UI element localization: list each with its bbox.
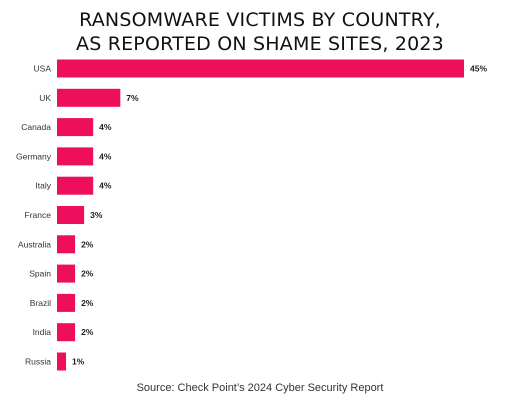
value-label-spain: 2% bbox=[81, 269, 94, 279]
category-label-spain: Spain bbox=[29, 269, 51, 279]
bar-usa bbox=[57, 59, 464, 78]
value-label-russia: 1% bbox=[72, 357, 85, 367]
chart-source: Source: Check Point’s 2024 Cyber Securit… bbox=[136, 382, 384, 394]
chart-title-line-2: AS REPORTED ON SHAME SITES, 2023 bbox=[76, 33, 444, 55]
category-label-india: India bbox=[33, 327, 52, 337]
bar-uk bbox=[57, 88, 121, 107]
value-label-france: 3% bbox=[90, 210, 103, 220]
bar-spain bbox=[57, 264, 76, 283]
category-label-canada: Canada bbox=[21, 122, 51, 132]
category-label-germany: Germany bbox=[16, 151, 52, 161]
value-label-usa: 45% bbox=[470, 64, 487, 74]
category-label-france: France bbox=[25, 210, 52, 220]
bar-russia bbox=[57, 352, 67, 371]
category-label-usa: USA bbox=[34, 64, 52, 74]
chart-title: RANSOMWARE VICTIMS BY COUNTRY, AS REPORT… bbox=[0, 8, 520, 56]
value-label-brazil: 2% bbox=[81, 298, 94, 308]
category-label-brazil: Brazil bbox=[30, 298, 51, 308]
value-label-india: 2% bbox=[81, 327, 94, 337]
category-label-italy: Italy bbox=[35, 181, 51, 191]
category-label-australia: Australia bbox=[18, 239, 51, 249]
bar-france bbox=[57, 206, 85, 224]
bar-australia bbox=[57, 235, 76, 254]
value-label-australia: 2% bbox=[81, 239, 94, 249]
value-label-uk: 7% bbox=[126, 93, 139, 103]
chart-title-line-1: RANSOMWARE VICTIMS BY COUNTRY, bbox=[79, 9, 441, 31]
category-label-uk: UK bbox=[39, 93, 51, 103]
value-label-germany: 4% bbox=[99, 151, 112, 161]
value-label-italy: 4% bbox=[99, 181, 112, 191]
bar-canada bbox=[57, 118, 94, 137]
value-label-canada: 4% bbox=[99, 122, 112, 132]
bar-india bbox=[57, 323, 76, 342]
category-label-russia: Russia bbox=[25, 357, 51, 367]
bar-brazil bbox=[57, 293, 76, 312]
bar-germany bbox=[57, 147, 94, 166]
bar-italy bbox=[57, 176, 94, 195]
